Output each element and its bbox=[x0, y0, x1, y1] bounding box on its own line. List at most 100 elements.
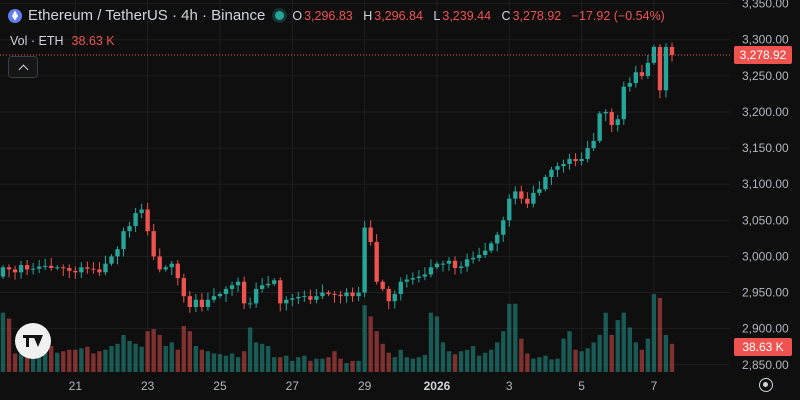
price-tick-label: 3,200.00 bbox=[742, 105, 789, 119]
candle-body bbox=[302, 296, 307, 298]
volume-bar bbox=[362, 305, 367, 372]
candle-body bbox=[85, 267, 90, 269]
volume-bar bbox=[217, 354, 223, 372]
volume-bar bbox=[482, 352, 488, 372]
volume-bar bbox=[645, 338, 651, 372]
volume-bar bbox=[253, 342, 259, 372]
candle-body bbox=[205, 299, 211, 307]
candle-body bbox=[362, 227, 367, 293]
candle-body bbox=[597, 113, 602, 141]
candle-body bbox=[187, 296, 193, 307]
tradingview-logo-icon[interactable] bbox=[15, 323, 51, 359]
volume-bar bbox=[73, 349, 78, 372]
symbol-title[interactable]: Ethereum / TetherUS · 4h · Binance bbox=[28, 7, 266, 24]
volume-bar bbox=[97, 351, 102, 372]
candle-body bbox=[567, 158, 572, 164]
volume-bar bbox=[284, 355, 289, 372]
time-tick-label: 2026 bbox=[424, 379, 451, 393]
time-tick-label: 23 bbox=[141, 379, 155, 393]
candle-body bbox=[103, 263, 108, 273]
volume-bar bbox=[537, 357, 542, 372]
volume-bar bbox=[410, 358, 416, 372]
volume-bar bbox=[519, 338, 524, 372]
candle-body bbox=[55, 267, 60, 269]
volume-bar bbox=[181, 326, 186, 372]
time-tick-label: 29 bbox=[358, 379, 372, 393]
volume-bar bbox=[278, 357, 283, 372]
volume-bar bbox=[229, 353, 235, 372]
candle-body bbox=[0, 267, 6, 277]
time-tick-label: 21 bbox=[69, 379, 83, 393]
high-key: H bbox=[363, 9, 373, 23]
price-tick-label: 2,900.00 bbox=[742, 322, 789, 336]
volume-bar bbox=[91, 353, 96, 372]
volume-bar bbox=[609, 334, 614, 372]
volume-bar bbox=[259, 343, 265, 372]
volume-bar bbox=[320, 358, 325, 372]
candle-body bbox=[121, 231, 126, 250]
volume-legend-value: 38.63 K bbox=[71, 34, 115, 48]
price-tick-label: 3,250.00 bbox=[742, 69, 789, 83]
candle-body bbox=[308, 296, 313, 300]
volume-bar bbox=[380, 343, 385, 372]
candle-body bbox=[639, 72, 645, 76]
candle-body bbox=[235, 281, 241, 286]
volume-bar bbox=[470, 346, 476, 372]
settings-icon[interactable] bbox=[759, 378, 773, 392]
candle-body bbox=[555, 166, 560, 170]
time-axis-bg bbox=[0, 372, 730, 400]
candle-body bbox=[223, 288, 229, 294]
volume-bar bbox=[175, 349, 180, 372]
volume-bar bbox=[139, 346, 144, 372]
volume-bar bbox=[272, 357, 277, 372]
candle-body bbox=[217, 293, 223, 297]
volume-bar bbox=[344, 363, 349, 372]
candle-body bbox=[157, 256, 162, 270]
volume-bar bbox=[531, 358, 536, 372]
volume-bar bbox=[338, 358, 343, 372]
symbol-legend: Ethereum / TetherUS · 4h · Binance O 3,29… bbox=[8, 7, 672, 24]
time-axis[interactable]: 21 23 25 27 29 2026 3 5 7 bbox=[0, 372, 730, 400]
price-tick-label: 3,000.00 bbox=[742, 249, 789, 263]
collapse-legend-button[interactable] bbox=[8, 56, 38, 78]
candle-body bbox=[495, 234, 500, 244]
volume-bar bbox=[235, 357, 241, 372]
price-tick-label: 2,850.00 bbox=[742, 358, 789, 372]
candle-body bbox=[591, 140, 596, 149]
candle-body bbox=[416, 276, 422, 279]
candle-body bbox=[386, 288, 391, 302]
time-tick-label: 27 bbox=[286, 379, 300, 393]
candle-body bbox=[79, 267, 84, 273]
candle-body bbox=[380, 281, 385, 289]
volume-bar bbox=[416, 357, 422, 372]
candle-body bbox=[24, 265, 30, 270]
volume-bar bbox=[464, 349, 470, 372]
price-tick-label: 3,350.00 bbox=[742, 0, 789, 11]
axis-badges: 3,278.92 38.63 K bbox=[734, 45, 792, 356]
price-axis[interactable]: 2,850.00 2,900.00 2,950.00 3,000.00 3,050.00… bbox=[730, 0, 800, 400]
ethereum-icon bbox=[8, 8, 22, 23]
volume-bar bbox=[121, 334, 126, 372]
candle-body bbox=[350, 292, 355, 297]
volume-bar bbox=[549, 359, 554, 372]
volume-bar bbox=[513, 303, 518, 372]
candle-body bbox=[61, 267, 66, 269]
change-value: −17.92 (−0.54%) bbox=[571, 9, 665, 23]
volume-bar bbox=[428, 312, 434, 372]
volume-bar bbox=[30, 355, 36, 372]
candle-body bbox=[296, 296, 301, 299]
candle-body bbox=[229, 285, 235, 289]
volume-bar bbox=[296, 357, 301, 372]
candle-body bbox=[645, 62, 651, 76]
candle-body bbox=[145, 209, 150, 232]
volume-bar bbox=[597, 334, 602, 372]
volume-legend-label[interactable]: Vol · ETH bbox=[10, 34, 64, 48]
candle-body bbox=[446, 260, 452, 264]
volume-bar bbox=[573, 349, 578, 372]
candle-body bbox=[627, 83, 632, 87]
volume-bar bbox=[308, 360, 313, 372]
volume-bar bbox=[199, 349, 205, 372]
volume-bar bbox=[657, 297, 663, 372]
market-status-icon[interactable] bbox=[275, 11, 285, 20]
